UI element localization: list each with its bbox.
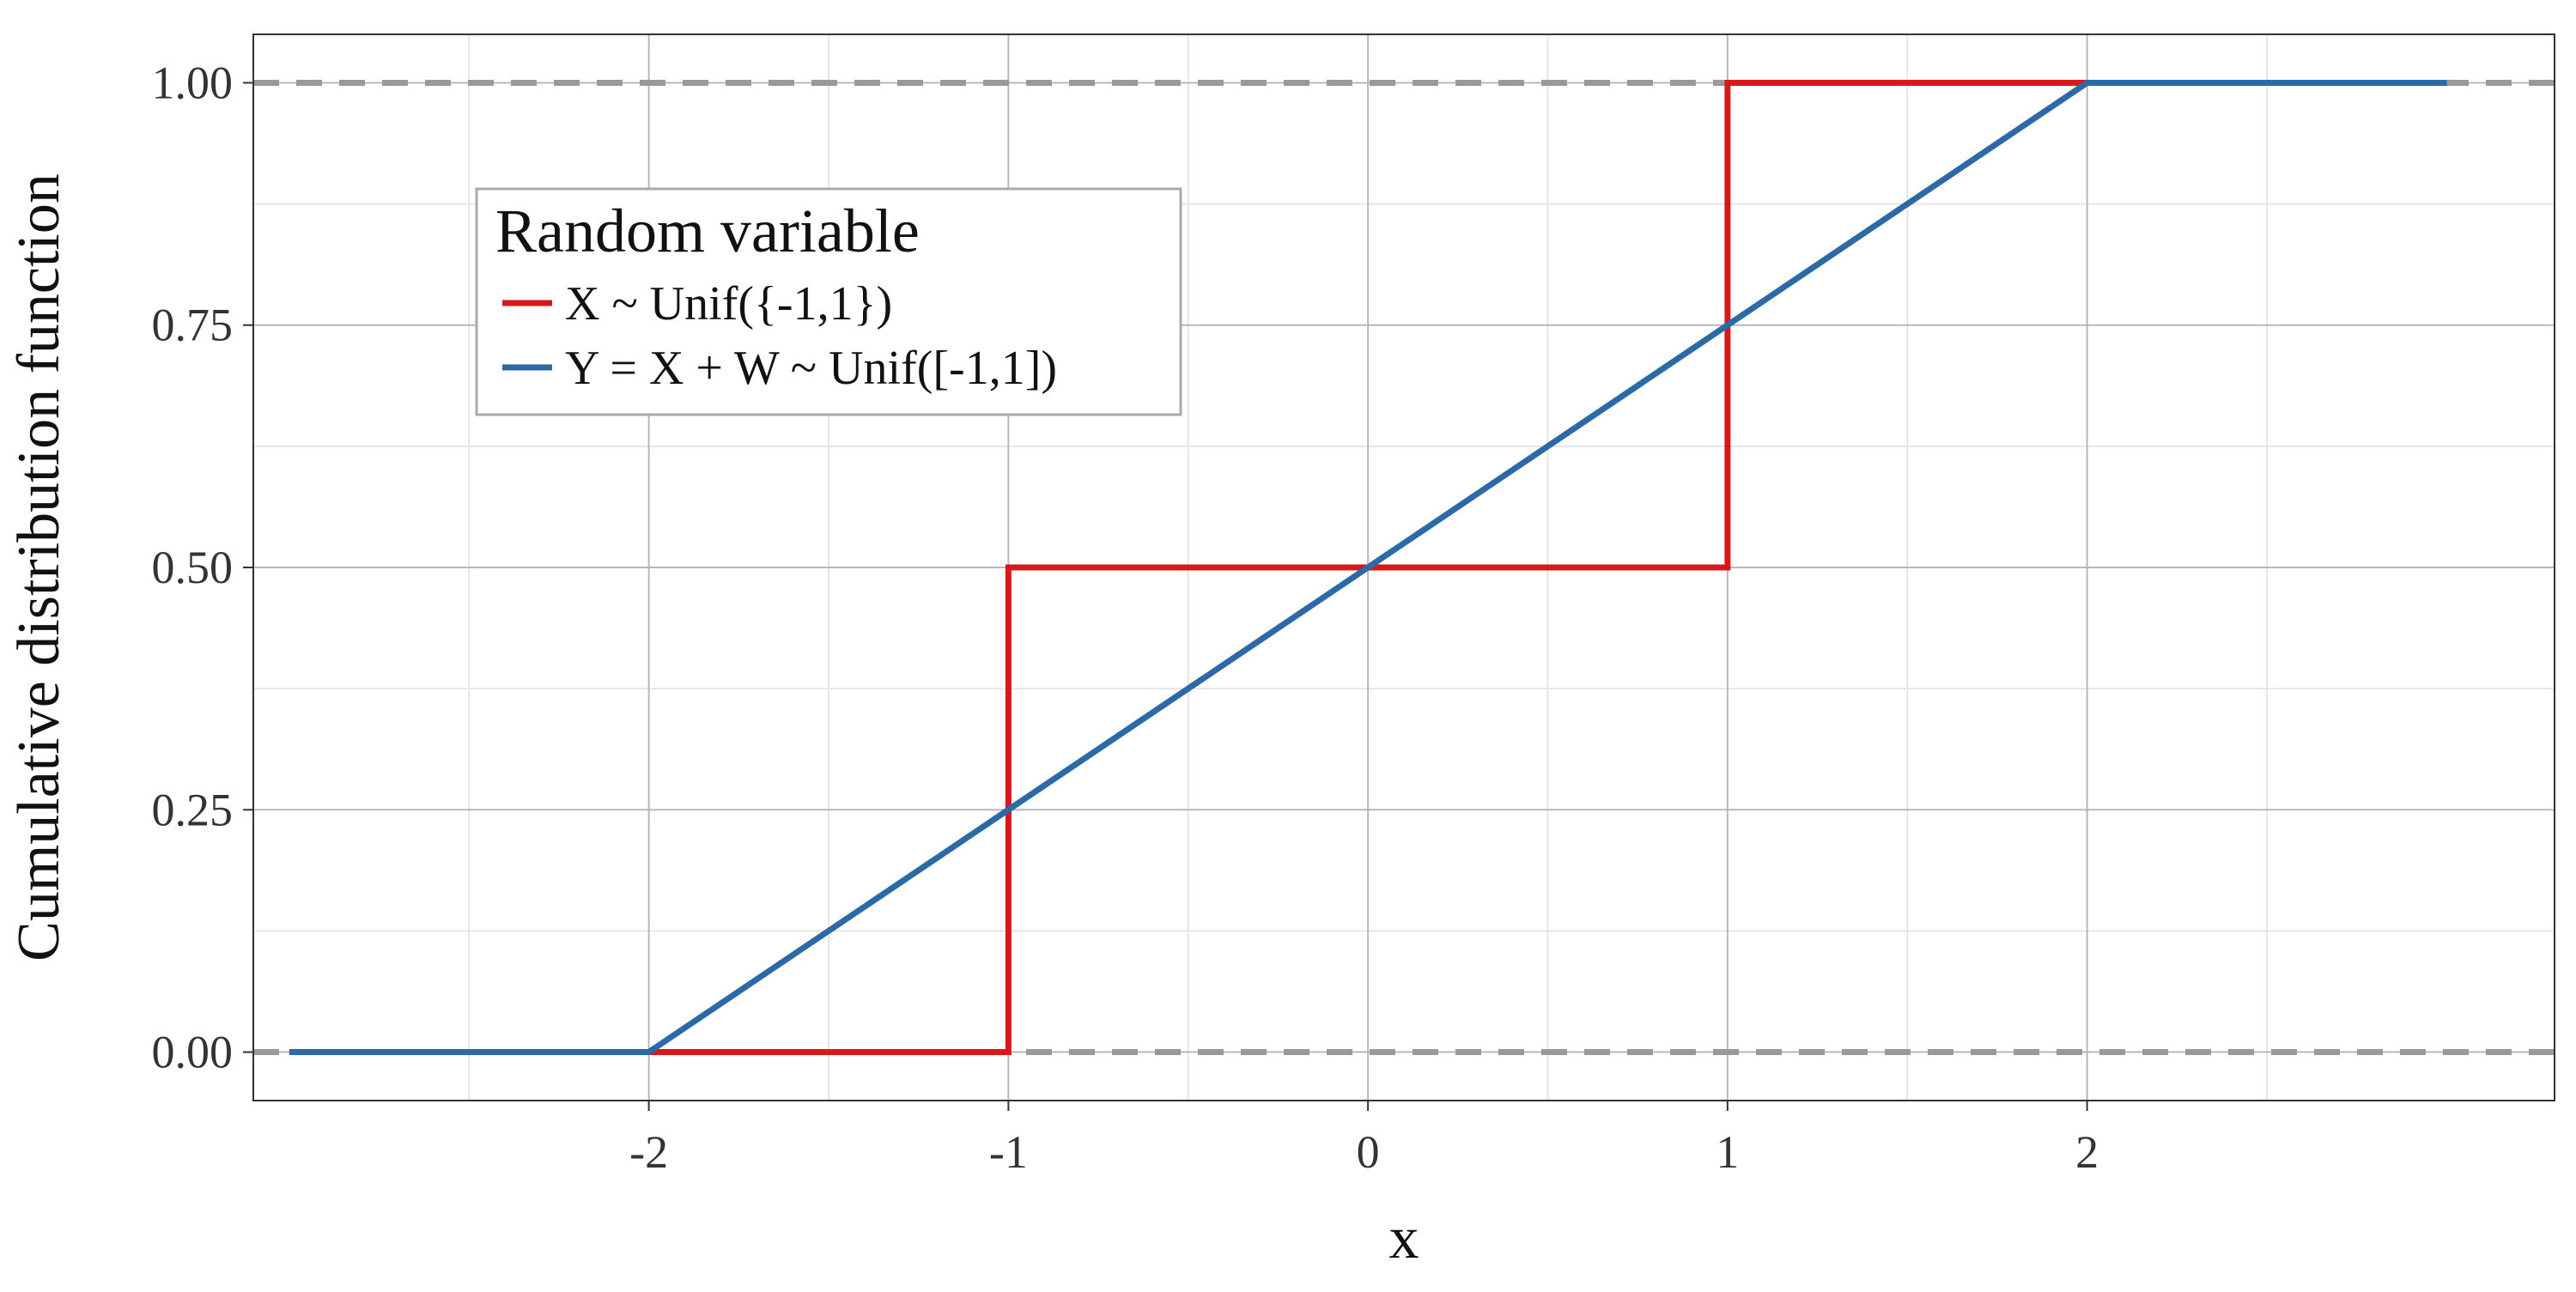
legend: Random variable X ~ Unif({-1,1}) Y = X +… (475, 187, 1182, 416)
legend-box (475, 187, 1182, 416)
y-tick-labels: 0.00 0.25 0.50 0.75 1.00 (152, 57, 253, 1078)
y-tick-label-1: 0.25 (152, 784, 234, 835)
x-tick-label-3: 1 (1716, 1126, 1739, 1178)
legend-title: Random variable (495, 197, 920, 265)
x-tick-label-0: -2 (629, 1126, 668, 1178)
series-line-1 (289, 80, 2447, 1055)
y-tick-label-2: 0.50 (152, 542, 234, 593)
y-tick-label-3: 0.75 (152, 300, 234, 351)
x-tick-label-1: -1 (989, 1126, 1028, 1178)
x-tick-label-2: 0 (1357, 1126, 1380, 1178)
series-layer (289, 80, 2447, 1055)
y-tick-label-0: 0.00 (152, 1027, 234, 1078)
x-axis-title: x (1389, 1205, 1419, 1271)
legend-label-y: Y = X + W ~ Unif([-1,1]) (565, 342, 1057, 395)
legend-label-x: X ~ Unif({-1,1}) (565, 277, 892, 331)
y-axis-title: Cumulative distribution function (6, 173, 72, 961)
y-tick-label-4: 1.00 (152, 57, 234, 108)
x-tick-labels: -2 -1 0 1 2 (629, 1101, 2099, 1178)
x-tick-label-4: 2 (2075, 1126, 2099, 1178)
